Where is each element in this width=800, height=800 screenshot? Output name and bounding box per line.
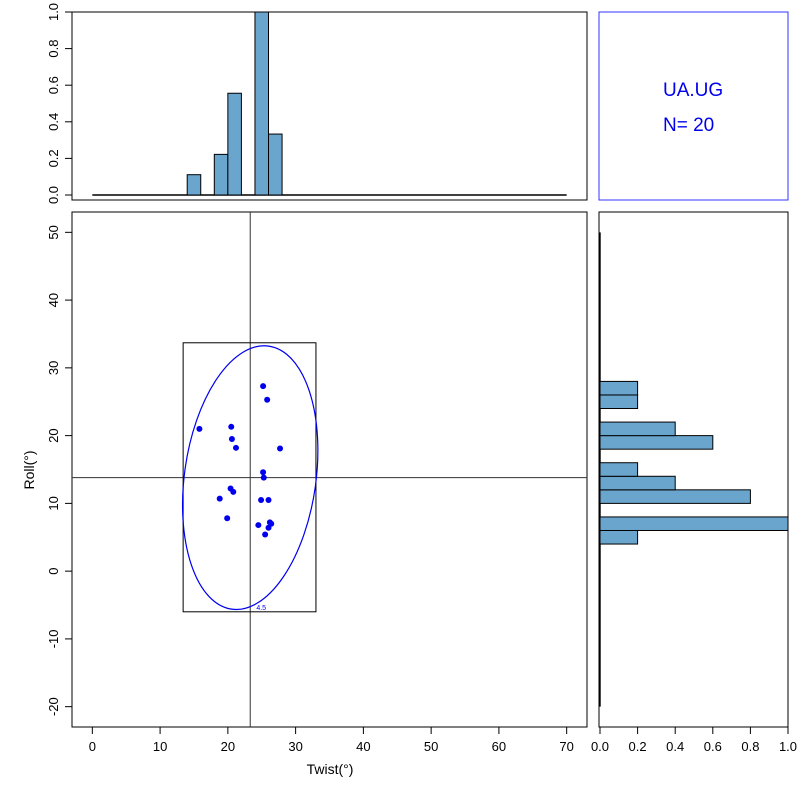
roll-hist-bar xyxy=(599,394,639,410)
data-point xyxy=(258,496,265,503)
x-tick-label: 0 xyxy=(89,739,96,754)
x-tick-label: 30 xyxy=(288,739,302,754)
x-axis-label: Twist(°) xyxy=(307,761,354,777)
info-label: UA.UG xyxy=(663,80,723,101)
roll-hist-x-tick-label: 0.2 xyxy=(629,739,647,754)
scatter-plot-frame xyxy=(71,211,588,728)
roll-hist-bar xyxy=(599,475,676,491)
y-tick-label: 50 xyxy=(46,225,61,239)
roll-hist-bar xyxy=(599,421,676,437)
data-point xyxy=(228,423,235,430)
roll-hist-bar xyxy=(599,516,789,531)
twist-hist-y-tick-label: 0.6 xyxy=(46,76,61,94)
twist-hist-y-tick-label: 0.4 xyxy=(46,113,61,131)
y-tick-label: 0 xyxy=(46,568,61,575)
confidence-ellipse xyxy=(181,345,319,611)
data-point xyxy=(232,444,239,451)
y-tick-label: 20 xyxy=(46,428,61,442)
data-point xyxy=(216,495,223,502)
twist-hist-y-tick-label: 1.0 xyxy=(46,3,61,21)
x-tick-label: 70 xyxy=(559,739,573,754)
y-tick-label: -20 xyxy=(46,697,61,716)
data-point xyxy=(224,515,231,522)
y-tick-label: 40 xyxy=(46,293,61,307)
x-tick-label: 60 xyxy=(492,739,506,754)
twist-histogram-layer: 0.0 0.2 0.4 0.6 0.8 1.0 xyxy=(46,3,567,204)
y-tick-label: 10 xyxy=(46,496,61,510)
data-point xyxy=(262,531,269,538)
data-point xyxy=(255,522,262,529)
data-point xyxy=(196,425,203,432)
y-tick-label: 30 xyxy=(46,361,61,375)
roll-hist-x-tick-label: 0.0 xyxy=(591,739,609,754)
twist-hist-bar xyxy=(186,174,202,196)
roll-hist-x-tick-label: 0.8 xyxy=(741,739,759,754)
scatter-layer: 0 10 20 30 40 50 60 70 -20 -10 0 10 20 30 40 50 4.5 xyxy=(46,212,587,754)
roll-hist-x-tick-label: 0.4 xyxy=(666,739,684,754)
data-point xyxy=(265,524,272,531)
roll-hist-bar xyxy=(599,380,639,396)
data-point xyxy=(277,445,284,452)
info-count: N= 20 xyxy=(663,115,714,136)
twist-histogram-frame xyxy=(71,11,588,201)
roll-hist-x-tick-label: 0.6 xyxy=(704,739,722,754)
x-tick-label: 20 xyxy=(221,739,235,754)
roll-hist-bar xyxy=(599,462,639,477)
roll-hist-bar xyxy=(599,529,639,545)
data-point xyxy=(230,488,237,495)
twist-hist-bar xyxy=(213,153,229,196)
twist-hist-bar xyxy=(227,92,242,196)
twist-hist-y-tick-label: 0.2 xyxy=(46,149,61,167)
y-axis-label: Roll(°) xyxy=(21,450,37,489)
roll-histogram-layer: 0.0 0.2 0.4 0.6 0.8 1.0 xyxy=(591,232,797,754)
data-point xyxy=(264,396,271,403)
roll-hist-bar xyxy=(599,435,714,450)
y-tick-label: -10 xyxy=(46,630,61,649)
twist-hist-y-tick-label: 0.0 xyxy=(46,186,61,204)
twist-hist-bar xyxy=(254,11,270,196)
twist-hist-y-tick-label: 0.8 xyxy=(46,40,61,58)
roll-histogram-frame xyxy=(598,211,789,728)
ellipse-label: 4.5 xyxy=(256,605,266,612)
data-point xyxy=(260,383,267,390)
x-tick-label: 50 xyxy=(424,739,438,754)
roll-hist-x-tick-label: 1.0 xyxy=(779,739,797,754)
data-point xyxy=(265,496,272,503)
data-point xyxy=(260,474,267,481)
x-tick-label: 40 xyxy=(356,739,370,754)
data-point xyxy=(260,469,267,476)
data-point xyxy=(228,436,235,443)
info-panel xyxy=(598,11,789,201)
twist-hist-bar xyxy=(268,133,283,196)
roll-hist-bar xyxy=(599,489,751,504)
x-tick-label: 10 xyxy=(153,739,167,754)
